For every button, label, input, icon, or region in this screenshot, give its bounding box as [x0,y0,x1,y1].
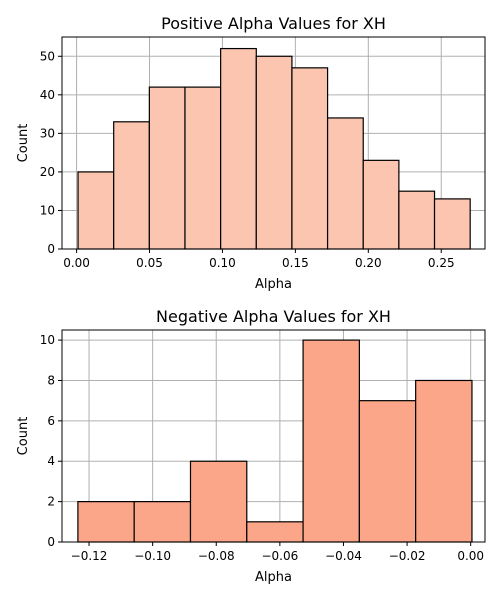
histogram-bar [220,47,257,250]
x-tick-label: 0.25 [428,256,455,270]
x-tick-label: 0.00 [63,256,90,270]
chart-1: 0.00 0.05 0.10 0.15 0.20 0.25 0 10 20 30 40 50 Posit… [16,14,486,292]
histogram-bar [415,379,473,543]
plot-frame [61,329,486,543]
x-tick-label: −0.04 [325,549,362,563]
y-tick-label: 20 [40,165,55,179]
x-tick-label: 0.05 [136,256,163,270]
histogram-bar [291,67,329,250]
x-tick-label: 0.00 [457,549,484,563]
x-axis-label: Alpha [255,570,292,585]
histogram-bar [184,86,222,250]
y-tick-label: 0 [47,535,55,549]
y-tick-label: 6 [47,414,55,428]
x-tick-label: 0.15 [282,256,309,270]
x-tick-label: −0.08 [198,549,235,563]
chart-2: −0.12 −0.10 −0.08 −0.06 −0.04 −0.02 0.00 0 2 4 6 8 1… [16,307,486,585]
histogram-bar [255,55,293,250]
histogram-bar [362,159,400,250]
plot-frame [61,36,486,250]
histogram-bar [398,190,436,250]
histogram-bar [189,460,248,543]
y-tick-label: 4 [47,454,55,468]
histogram-bar [302,339,360,543]
histogram-bar [133,501,192,543]
y-tick-label: 10 [40,333,55,347]
y-axis-label: Count [16,124,31,163]
histogram-bar [113,121,150,250]
y-tick-label: 10 [40,203,55,217]
chart-title: Positive Alpha Values for XH [161,14,386,33]
x-tick-label: −0.02 [389,549,426,563]
histogram-bar [246,521,304,543]
histogram-bar [77,501,135,543]
y-axis-label: Count [16,417,31,456]
x-tick-label: 0.10 [209,256,236,270]
y-tick-label: 50 [40,49,55,63]
x-axis-label: Alpha [255,277,292,292]
y-tick-label: 0 [47,242,55,256]
x-tick-label: −0.06 [261,549,298,563]
x-tick-label: −0.12 [71,549,108,563]
x-tick-label: −0.10 [134,549,171,563]
x-tick-label: 0.20 [355,256,382,270]
y-tick-label: 8 [47,373,55,387]
chart-title: Negative Alpha Values for XH [156,307,391,326]
histogram-bar [148,86,186,250]
y-tick-label: 2 [47,495,55,509]
histogram-bar [433,198,471,250]
histogram-bar [326,117,364,250]
y-tick-label: 40 [40,88,55,102]
histogram-bar [358,400,417,543]
histogram-bar [77,171,115,250]
y-tick-label: 30 [40,126,55,140]
